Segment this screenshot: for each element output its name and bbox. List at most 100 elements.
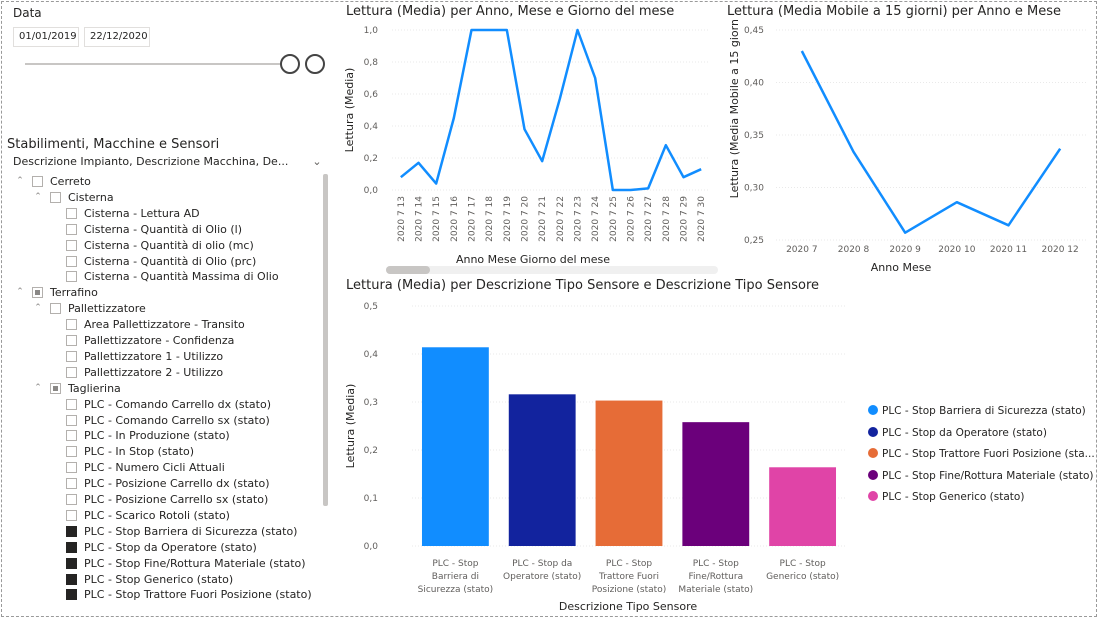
data-point	[435, 182, 437, 184]
tree-item[interactable]: ⌃ Cisterna	[0, 190, 320, 205]
tree-scrollbar[interactable]	[323, 174, 328, 506]
tree-item-checkbox[interactable]	[66, 541, 77, 553]
tree-item-checkbox[interactable]	[50, 191, 61, 203]
tree-item[interactable]: PLC - Posizione Carrello dx (stato)	[0, 476, 320, 491]
legend-label: PLC - Stop Trattore Fuori Posizione (sta…	[882, 448, 1095, 460]
collapse-chevron-icon[interactable]: ⌃	[16, 287, 24, 298]
collapse-chevron-icon[interactable]: ⌃	[16, 176, 24, 186]
tree-item-checkbox[interactable]	[66, 207, 77, 219]
legend-item[interactable]: PLC - Stop Fine/Rottura Materiale (stato…	[868, 469, 1093, 483]
data-point	[629, 189, 631, 191]
tree-item-checkbox[interactable]	[66, 223, 77, 235]
tree-item-checkbox[interactable]	[66, 398, 77, 410]
line-chart-moving-average[interactable]: 0,25 0,30 0,35 0,40 0,45 2020 7 2020 8 2020 9 20…	[724, 20, 1094, 278]
tree-item-label: PLC - Stop Fine/Rottura Materiale (stato…	[84, 556, 306, 570]
legend-item[interactable]: PLC - Stop Generico (stato)	[868, 490, 1024, 504]
tree-item-checkbox[interactable]	[66, 478, 77, 490]
x-tick-label: Operatore (stato)	[503, 572, 581, 582]
tree-item[interactable]: ⌃ Taglierina	[0, 381, 320, 396]
x-tick-label: 2020 10	[938, 245, 975, 255]
tree-item[interactable]: PLC - Comando Carrello dx (stato)	[0, 397, 320, 412]
tree-item[interactable]: Pallettizzatore 1 - Utilizzo	[0, 349, 320, 364]
tree-item-checkbox[interactable]	[66, 335, 77, 346]
y-tick-label: 0,1	[364, 494, 378, 504]
legend-item[interactable]: PLC - Stop Trattore Fuori Posizione (sta…	[868, 447, 1095, 461]
tree-item-checkbox[interactable]	[32, 176, 43, 187]
y-axis-label: Lettura (Media)	[343, 68, 356, 153]
tree-item[interactable]: PLC - Numero Cicli Attuali	[0, 460, 320, 475]
y-tick-label: 0,25	[744, 236, 764, 246]
tree-item-checkbox[interactable]	[66, 350, 77, 362]
bar-chart-sensor-type[interactable]: 0,0 0,1 0,2 0,3 0,4 0,5 PLC - Stop Barriera di S…	[340, 294, 860, 614]
tree-item[interactable]: PLC - Comando Carrello sx (stato)	[0, 413, 320, 428]
tree-item[interactable]: Cisterna - Lettura AD	[0, 206, 320, 221]
tree-item-checkbox[interactable]	[66, 494, 77, 505]
tree-item[interactable]: PLC - Stop Fine/Rottura Materiale (stato…	[0, 556, 320, 571]
chevron-down-icon[interactable]: ⌄	[312, 155, 322, 168]
x-tick-label: 2020 7 29	[680, 196, 690, 242]
tree-item-label: Cisterna - Lettura AD	[84, 206, 200, 220]
tree-item-checkbox[interactable]	[66, 430, 77, 442]
tree-item-checkbox[interactable]	[66, 446, 77, 458]
tree-item[interactable]: PLC - Posizione Carrello sx (stato)	[0, 492, 320, 507]
tree-item[interactable]: ⌃ Terrafino	[0, 285, 320, 300]
tree-item-checkbox[interactable]	[66, 462, 77, 474]
tree-item-checkbox[interactable]	[66, 255, 77, 267]
start-date-input[interactable]: 01/01/2019	[13, 27, 79, 47]
collapse-chevron-icon[interactable]: ⌃	[34, 382, 42, 393]
legend-item[interactable]: PLC - Stop da Operatore (stato)	[868, 426, 1047, 440]
tree-item[interactable]: PLC - Scarico Rotoli (stato)	[0, 508, 320, 523]
tree-item[interactable]: PLC - In Produzione (stato)	[0, 428, 320, 443]
data-point	[665, 144, 667, 146]
tree-item-label: Pallettizzatore 1 - Utilizzo	[84, 349, 224, 363]
tree-item[interactable]: PLC - Stop Trattore Fuori Posizione (sta…	[0, 587, 320, 602]
tree-item-checkbox[interactable]	[32, 287, 43, 299]
collapse-chevron-icon[interactable]: ⌃	[34, 303, 42, 314]
hierarchy-slicer-header[interactable]: Descrizione Impianto, Descrizione Macchi…	[13, 155, 289, 168]
tree-item-label: PLC - Stop da Operatore (stato)	[84, 540, 257, 554]
hierarchy-tree: ⌃ Cerreto ⌃ Cisterna Cisterna - Lettura AD Ci…	[0, 172, 330, 618]
tree-item-checkbox[interactable]	[66, 414, 77, 426]
end-date-input[interactable]: 22/12/2020	[84, 27, 150, 47]
tree-item[interactable]: ⌃ Cerreto	[0, 174, 320, 189]
tree-item-checkbox[interactable]	[66, 509, 77, 521]
tree-item-checkbox[interactable]	[66, 319, 77, 331]
tree-item-label: PLC - Comando Carrello sx (stato)	[84, 413, 270, 427]
tree-item[interactable]: Cisterna - Quantità di Olio (l)	[0, 222, 320, 237]
tree-item[interactable]: PLC - Stop da Operatore (stato)	[0, 540, 320, 555]
tree-item[interactable]: Pallettizzatore 2 - Utilizzo	[0, 365, 320, 380]
tree-item[interactable]: Cisterna - Quantità di olio (mc)	[0, 238, 320, 253]
range-start-handle[interactable]	[280, 54, 300, 74]
tree-item-checkbox[interactable]	[66, 239, 77, 251]
tree-item[interactable]: Pallettizzatore - Confidenza	[0, 333, 320, 348]
tree-item-checkbox[interactable]	[66, 525, 77, 537]
tree-item[interactable]: Cisterna - Quantità Massima di Olio	[0, 269, 320, 284]
tree-item-checkbox[interactable]	[50, 382, 61, 394]
tree-item-checkbox[interactable]	[66, 366, 77, 378]
legend-item[interactable]: PLC - Stop Barriera di Sicurezza (stato)	[868, 404, 1086, 418]
x-tick-label: 2020 7 23	[574, 196, 584, 242]
bar	[421, 347, 489, 546]
tree-item-checkbox[interactable]	[66, 573, 77, 585]
data-point	[647, 187, 649, 189]
bar	[769, 467, 837, 546]
date-range-track[interactable]	[25, 63, 285, 65]
tree-item-checkbox[interactable]	[66, 557, 77, 569]
collapse-chevron-icon[interactable]: ⌃	[34, 191, 42, 202]
tree-item[interactable]: PLC - In Stop (stato)	[0, 444, 320, 459]
data-point	[700, 168, 702, 170]
range-end-handle[interactable]	[305, 54, 325, 74]
x-tick-label: 2020 7 20	[521, 196, 531, 242]
tree-item[interactable]: Cisterna - Quantità di Olio (prc)	[0, 254, 320, 269]
tree-item[interactable]: PLC - Stop Barriera di Sicurezza (stato)	[0, 524, 320, 539]
line-chart-daily[interactable]: 0,0 0,2 0,4 0,6 0,8 1,0 2020 7 13 2020 7 14 2020…	[340, 20, 720, 280]
tree-item-checkbox[interactable]	[66, 271, 77, 283]
tree-item[interactable]: Area Pallettizzatore - Transito	[0, 317, 320, 332]
bar	[595, 400, 663, 546]
tree-item-checkbox[interactable]	[50, 303, 61, 315]
tree-item[interactable]: PLC - Stop Generico (stato)	[0, 572, 320, 587]
tree-item-checkbox[interactable]	[66, 589, 77, 601]
tree-item[interactable]: ⌃ Pallettizzatore	[0, 301, 320, 316]
x-tick-label: PLC - Stop da	[512, 559, 572, 569]
legend-label: PLC - Stop da Operatore (stato)	[882, 426, 1047, 439]
